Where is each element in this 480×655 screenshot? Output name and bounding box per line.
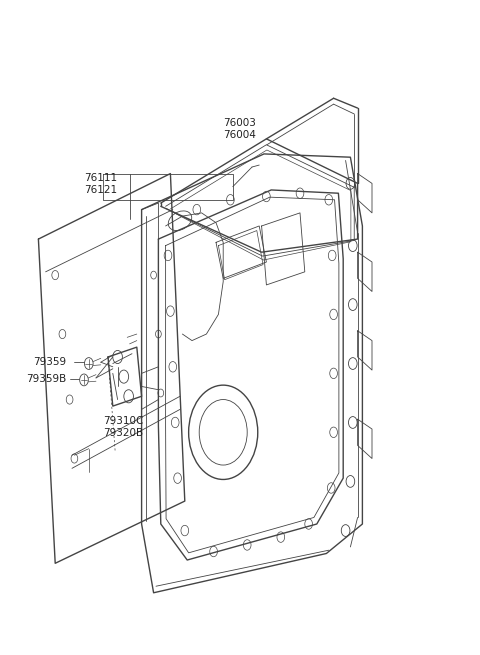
Text: 76111
76121: 76111 76121 — [84, 173, 117, 195]
Text: 79310C
79320B: 79310C 79320B — [103, 416, 144, 438]
Text: 76003
76004: 76003 76004 — [224, 118, 256, 140]
Text: 79359B: 79359B — [26, 373, 67, 384]
Text: 79359: 79359 — [34, 356, 67, 367]
